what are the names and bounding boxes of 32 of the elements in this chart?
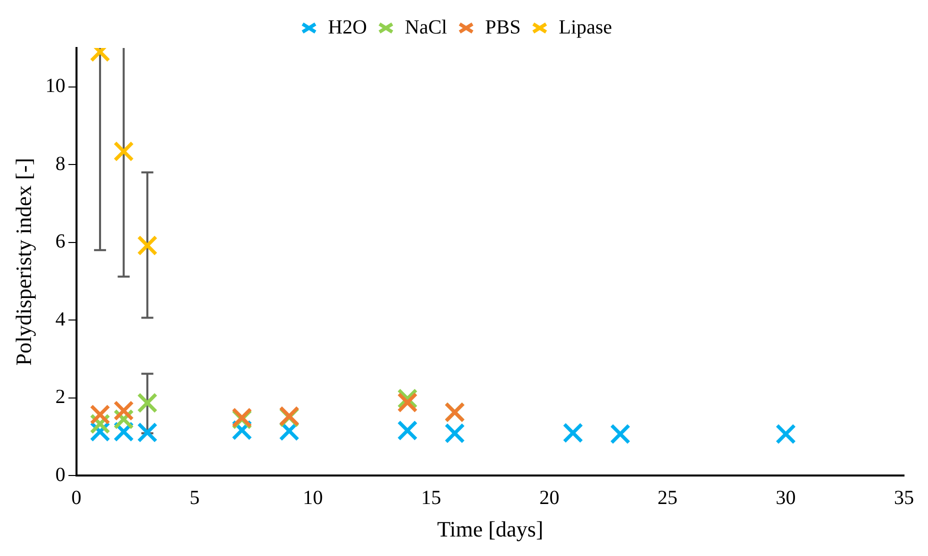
- y-tick-label: 4: [55, 308, 66, 330]
- point: [137, 422, 158, 443]
- x-tick-label: 20: [539, 486, 560, 509]
- x-tick-label: 25: [658, 486, 678, 509]
- point: [113, 141, 134, 162]
- legend-label: H2O: [328, 16, 367, 38]
- point: [137, 392, 158, 414]
- y-tick-label: 8: [55, 152, 66, 175]
- y-tick-label: 0: [55, 464, 66, 486]
- x-tick-label: 35: [894, 486, 914, 509]
- y-tick-label: 2: [55, 386, 66, 408]
- point: [90, 404, 110, 425]
- legend-label: NaCl: [404, 16, 448, 38]
- x-axis-title: Time [days]: [437, 516, 544, 542]
- legend-label: PBS: [485, 16, 521, 38]
- y-tick-label: 6: [55, 230, 66, 253]
- point: [113, 400, 134, 421]
- y-axis-title: Polydisperisty index [-]: [10, 158, 36, 366]
- point: [137, 235, 158, 256]
- legend-label: Lipase: [558, 16, 612, 38]
- point: [444, 422, 465, 444]
- point: [776, 424, 796, 444]
- point: [397, 392, 418, 413]
- point: [562, 422, 584, 444]
- x-tick-label: 15: [421, 486, 442, 509]
- point: [610, 424, 630, 444]
- x-tick-label: 10: [302, 486, 323, 509]
- point: [397, 420, 418, 441]
- x-tick-label: 0: [71, 486, 82, 509]
- x-tick-label: 30: [776, 486, 796, 509]
- x-tick-label: 5: [190, 486, 200, 509]
- y-tick-label: 10: [45, 75, 66, 98]
